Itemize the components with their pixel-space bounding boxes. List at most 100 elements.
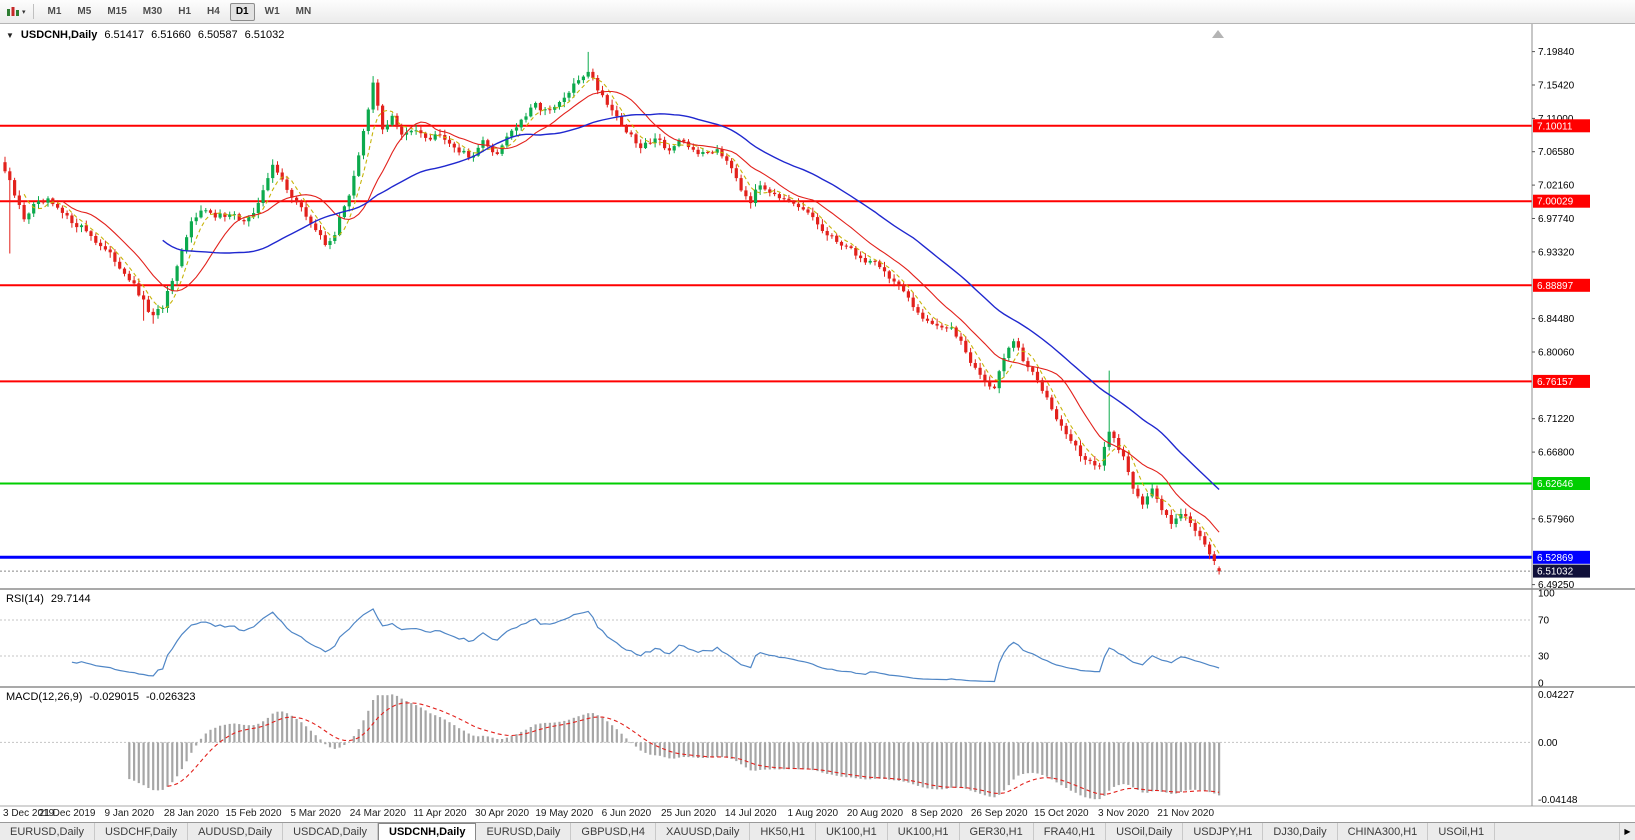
candle-body — [820, 224, 824, 231]
macd-histogram-bar — [606, 721, 609, 743]
chart-tab-hk50-h1[interactable]: HK50,H1 — [750, 823, 816, 840]
panel-separator[interactable] — [0, 686, 1635, 688]
candle-body — [1179, 514, 1183, 519]
macd-histogram-bar — [252, 725, 255, 743]
candle-body — [548, 109, 552, 111]
macd-histogram-bar — [979, 742, 982, 794]
timeframe-button-mn[interactable]: MN — [295, 5, 312, 17]
candle-body — [873, 260, 877, 262]
macd-histogram-bar — [697, 742, 700, 758]
chart-tab-audusd-daily[interactable]: AUDUSD,Daily — [188, 823, 284, 840]
chart-tab-usdchf-daily[interactable]: USDCHF,Daily — [94, 823, 189, 840]
price-tick-label: 6.71220 — [1538, 414, 1575, 425]
candle-body — [825, 231, 829, 236]
macd-histogram-bar — [1127, 742, 1130, 785]
candle-body — [256, 203, 260, 213]
chart-shift-marker-icon[interactable] — [1212, 30, 1224, 38]
date-axis-label: 9 Jan 2020 — [104, 808, 155, 819]
candle-body — [887, 271, 891, 279]
macd-histogram-bar — [940, 742, 943, 790]
candle-body — [1074, 440, 1078, 446]
price-line-label-text: 6.76157 — [1537, 377, 1574, 388]
macd-histogram-bar — [821, 742, 824, 773]
timeframe-button-m30[interactable]: M30 — [142, 5, 163, 17]
macd-histogram-bar — [285, 713, 289, 743]
timeframe-button-w1[interactable]: W1 — [264, 5, 280, 17]
chart-tab-fra40-h1[interactable]: FRA40,H1 — [1033, 823, 1107, 840]
chart-tab-gbpusd-h4[interactable]: GBPUSD,H4 — [571, 823, 656, 840]
macd-histogram-bar — [634, 742, 638, 747]
candle-body — [261, 190, 265, 203]
candle-body — [228, 214, 232, 217]
candle-body — [1045, 390, 1049, 398]
macd-histogram-bar — [467, 733, 470, 743]
macd-histogram-bar — [1122, 742, 1125, 785]
chart-type-icon[interactable] — [5, 4, 21, 20]
macd-histogram-bar — [1079, 742, 1082, 796]
macd-histogram-bar — [907, 742, 910, 783]
macd-histogram-bar — [505, 737, 508, 743]
timeframe-button-d1[interactable]: D1 — [229, 2, 255, 21]
timeframe-button-m5[interactable]: M5 — [77, 5, 92, 17]
candle-body — [208, 210, 213, 213]
date-axis[interactable]: 3 Dec 2019 21 Dec 2019 9 Jan 2020 28 Jan 20… — [0, 807, 1532, 822]
macd-axis-zero-label: 0.00 — [1538, 738, 1558, 749]
macd-histogram-bar — [477, 736, 480, 743]
date-axis-label: 19 May 2020 — [535, 808, 594, 819]
candle-body — [1160, 498, 1164, 511]
macd-histogram-bar — [754, 742, 757, 771]
timeframe-button-m1[interactable]: M1 — [47, 5, 62, 17]
price-tick-label: 7.15420 — [1538, 81, 1575, 92]
candle-body — [452, 143, 456, 148]
chart-tab-ger30-h1[interactable]: GER30,H1 — [959, 823, 1034, 840]
chart-tab-eurusd-daily[interactable]: EURUSD,Daily — [0, 823, 95, 840]
candle-body — [65, 213, 69, 216]
macd-histogram-bar — [845, 742, 848, 778]
chart-tab-usdcad-daily[interactable]: USDCAD,Daily — [283, 823, 379, 840]
chart-tab-usdcnh-daily[interactable]: USDCNH,Daily — [378, 823, 477, 840]
panel-separator[interactable] — [0, 588, 1635, 590]
chart-tab-uk100-h1[interactable]: UK100,H1 — [887, 823, 960, 840]
chart-type-dropdown-caret[interactable]: ▾ — [22, 8, 26, 16]
collapse-chart-icon[interactable]: ▼ — [6, 30, 14, 40]
macd-histogram-bar — [1198, 742, 1202, 790]
timeframe-button-h1[interactable]: H1 — [178, 5, 192, 17]
candle-body — [610, 104, 614, 111]
chart-canvas[interactable]: 7.198407.154207.110007.065807.021606.977… — [0, 24, 1635, 807]
chart-plot-area[interactable] — [0, 24, 1635, 807]
macd-histogram-bar — [415, 705, 418, 743]
candle-body — [916, 307, 920, 313]
price-line-label-text: 7.10011 — [1537, 121, 1573, 132]
macd-histogram-bar — [1055, 742, 1058, 783]
candle-body — [1035, 371, 1040, 381]
candle-body — [170, 280, 174, 291]
chart-tab-usoil-h1[interactable]: USOil,H1 — [1428, 823, 1496, 840]
candle-body — [404, 132, 409, 135]
macd-histogram-bar — [1208, 742, 1211, 793]
macd-histogram-bar — [620, 733, 623, 743]
chart-tab-usdjpy-h1[interactable]: USDJPY,H1 — [1183, 823, 1264, 840]
candle-body — [801, 207, 805, 210]
macd-histogram-bar — [1041, 742, 1044, 775]
chart-tab-dj30-daily[interactable]: DJ30,Daily — [1263, 823, 1338, 840]
chart-tab-china300-h1[interactable]: CHINA300,H1 — [1337, 823, 1429, 840]
chart-tab-xauusd-daily[interactable]: XAUUSD,Daily — [655, 823, 751, 840]
candle-body — [223, 213, 227, 217]
macd-histogram-bar — [486, 736, 489, 743]
candle-body — [859, 255, 863, 259]
macd-histogram-bar — [453, 725, 456, 743]
macd-histogram-bar — [410, 703, 413, 743]
tab-scroll-right-icon[interactable]: ▶ — [1619, 823, 1635, 840]
candle-body — [118, 261, 122, 269]
candle-body — [768, 189, 772, 193]
candle-body — [314, 223, 318, 231]
chart-tab-uk100-h1[interactable]: UK100,H1 — [815, 823, 888, 840]
candle-body — [892, 278, 896, 282]
timeframe-button-m15[interactable]: M15 — [107, 5, 127, 17]
macd-axis-max-label: 0.04227 — [1538, 690, 1575, 701]
candle-body — [41, 201, 45, 203]
timeframe-button-h4[interactable]: H4 — [207, 5, 220, 17]
chart-tab-usoil-daily[interactable]: USOil,Daily — [1106, 823, 1184, 840]
chart-tab-eurusd-daily[interactable]: EURUSD,Daily — [476, 823, 572, 840]
macd-histogram-bar — [271, 713, 274, 743]
